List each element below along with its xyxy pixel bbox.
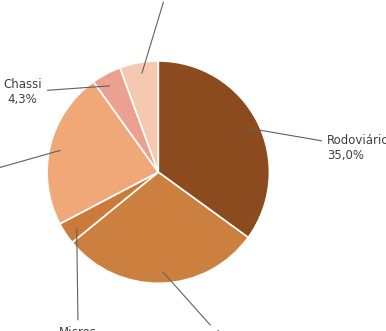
Wedge shape <box>120 61 158 172</box>
Wedge shape <box>72 172 248 283</box>
Text: Bco. Moneo,
Peças, Outros
5,6%: Bco. Moneo, Peças, Outros 5,6% <box>131 0 212 73</box>
Wedge shape <box>47 82 158 224</box>
Text: Chassi
4,3%: Chassi 4,3% <box>3 78 110 106</box>
Text: Rodoviários
35,0%: Rodoviários 35,0% <box>248 128 386 162</box>
Text: Urbanos
29,1%: Urbanos 29,1% <box>163 272 252 331</box>
Wedge shape <box>158 61 269 237</box>
Text: Micros
3,2%: Micros 3,2% <box>59 229 97 331</box>
Wedge shape <box>60 172 158 242</box>
Wedge shape <box>93 68 158 172</box>
Text: Volare
22,8%: Volare 22,8% <box>0 150 60 192</box>
